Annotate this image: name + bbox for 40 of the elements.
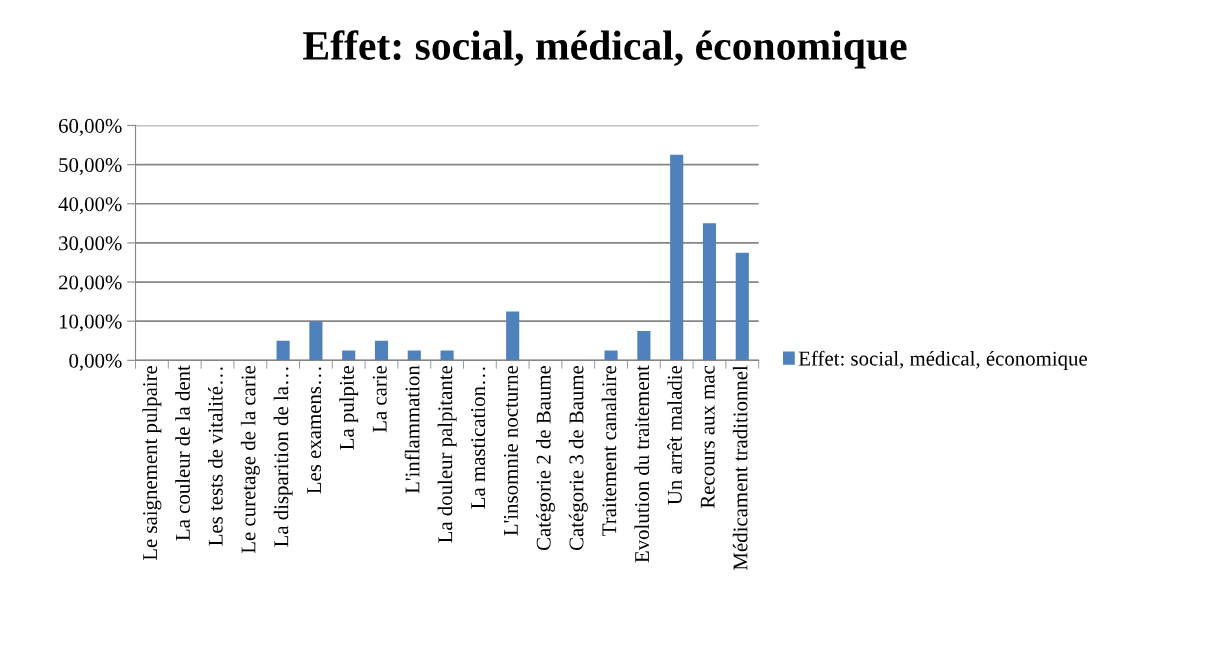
x-tick-label: Catégorie 3 de Baume [568,365,588,551]
bar [276,340,290,361]
x-tick-label: La douleur palpitante [437,365,457,543]
y-tick-label: 50,00% [59,157,122,176]
x-tick-label: Le curetage de la carie [240,365,260,554]
x-tick-label: Les examens… [307,367,322,494]
x-tick-label: Un arrêt maladie [667,365,682,505]
bar [604,350,618,361]
y-tick-label: 20,00% [59,275,122,293]
legend-label: Effet: social, médical, économique [798,350,1087,370]
x-tick-label: Evolution du traitement [634,365,650,563]
x-tick-label: Traitement canalaire [601,365,617,536]
bar [637,330,651,361]
x-tick-label: La carie [372,365,387,433]
x-tick-label: La pulpite [339,365,359,450]
bar [374,340,389,361]
y-tick-label: 10,00% [59,314,122,332]
x-tick-label: Catégorie 2 de Baume [536,365,555,551]
bar [309,321,323,361]
x-tick-label: L'insomnie nocturne [503,365,518,536]
bar [670,154,684,361]
chart-title: Effet: social, médical, économique [303,30,907,69]
x-tick-label: La disparition de la… [273,367,293,547]
bar [702,223,717,361]
x-tick-label: La couleur de la dent [175,365,190,541]
bar [342,350,356,361]
y-tick-label: 30,00% [59,236,122,254]
bar [407,350,421,361]
y-tick-label: 60,00% [58,118,122,136]
bar [735,252,749,361]
y-tick-label: 40,00% [58,197,122,215]
x-tick-label: La mastication… [471,367,486,509]
y-tick-label: 0,00% [69,353,122,371]
x-tick-label: Le saignement pulpaire [142,365,162,561]
x-tick-label: Recours aux mac [700,365,715,509]
x-tick-label: L'inflammation [404,365,420,494]
x-tick-label: Médicament traditionnel [732,365,748,570]
bar [506,311,520,361]
x-tick-label: Les tests de vitalité… [208,367,223,546]
bar [440,350,454,361]
